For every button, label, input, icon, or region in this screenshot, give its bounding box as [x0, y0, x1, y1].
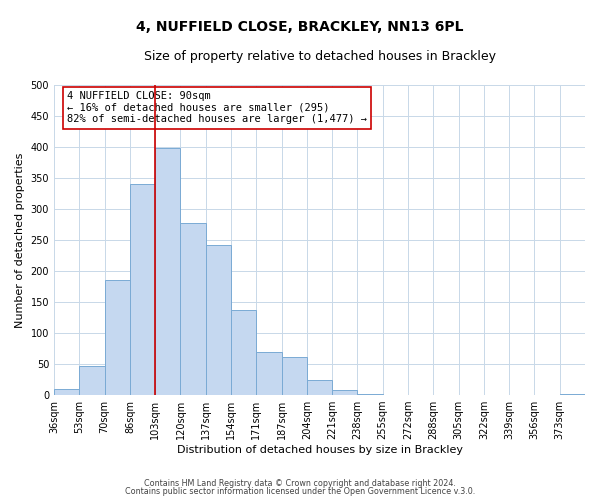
Bar: [104, 280, 130, 395]
Text: 4 NUFFIELD CLOSE: 90sqm
← 16% of detached houses are smaller (295)
82% of semi-d: 4 NUFFIELD CLOSE: 90sqm ← 16% of detache…: [67, 91, 367, 124]
Bar: [307, 380, 332, 395]
Text: Contains HM Land Registry data © Crown copyright and database right 2024.: Contains HM Land Registry data © Crown c…: [144, 478, 456, 488]
Y-axis label: Number of detached properties: Number of detached properties: [15, 152, 25, 328]
Bar: [332, 390, 358, 395]
Bar: [231, 310, 256, 395]
Title: Size of property relative to detached houses in Brackley: Size of property relative to detached ho…: [143, 50, 496, 63]
Bar: [256, 352, 281, 395]
Bar: [155, 148, 181, 395]
Bar: [206, 245, 231, 395]
Bar: [281, 356, 307, 395]
Bar: [181, 224, 206, 395]
Bar: [130, 184, 155, 395]
Text: 4, NUFFIELD CLOSE, BRACKLEY, NN13 6PL: 4, NUFFIELD CLOSE, BRACKLEY, NN13 6PL: [136, 20, 464, 34]
Bar: [560, 394, 585, 395]
Bar: [54, 389, 79, 395]
Bar: [79, 366, 104, 395]
Bar: [358, 394, 383, 395]
Text: Contains public sector information licensed under the Open Government Licence v.: Contains public sector information licen…: [125, 487, 475, 496]
X-axis label: Distribution of detached houses by size in Brackley: Distribution of detached houses by size …: [176, 445, 463, 455]
